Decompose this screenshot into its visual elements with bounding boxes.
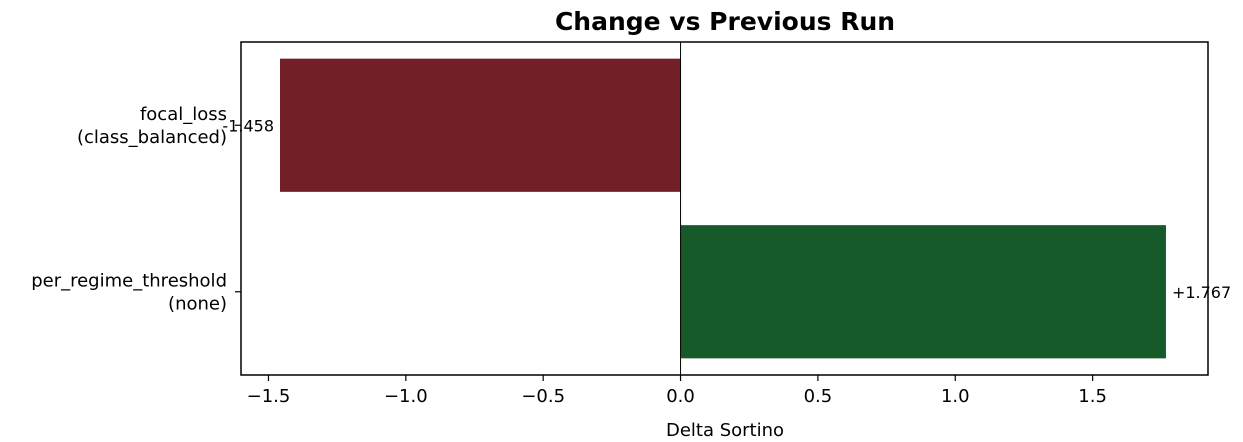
plot-frame <box>240 41 1209 376</box>
y-category-label: per_regime_threshold <box>31 270 227 291</box>
bar-value-label: +1.767 <box>1172 283 1231 302</box>
x-tick-label: 0.0 <box>666 386 695 407</box>
x-tick-label: −1.5 <box>247 386 291 407</box>
x-tick-label: −0.5 <box>521 386 565 407</box>
bar-value-label: -1.458 <box>222 116 274 135</box>
bar-1 <box>680 225 1166 359</box>
x-axis-ticks: −1.5 −1.0 −0.5 0.0 0.5 1.0 1.5 <box>247 375 1107 407</box>
x-tick-label: 1.5 <box>1078 386 1107 407</box>
bar-0 <box>280 58 681 192</box>
y-axis-ticks: focal_loss(class_balanced) per_regime_thr… <box>31 104 241 314</box>
data-labels-group: -1.458 +1.767 <box>222 116 1231 302</box>
x-tick-label: 0.5 <box>804 386 833 407</box>
y-category-label: (none) <box>168 293 227 314</box>
y-category-label: (class_balanced) <box>77 127 227 148</box>
x-tick-label: −1.0 <box>384 386 428 407</box>
x-tick-label: 1.0 <box>941 386 970 407</box>
y-category-label: focal_loss <box>140 104 227 125</box>
bars-group <box>280 58 1166 359</box>
chart-title: Change vs Previous Run <box>555 7 895 36</box>
x-axis-label: Delta Sortino <box>666 420 784 441</box>
